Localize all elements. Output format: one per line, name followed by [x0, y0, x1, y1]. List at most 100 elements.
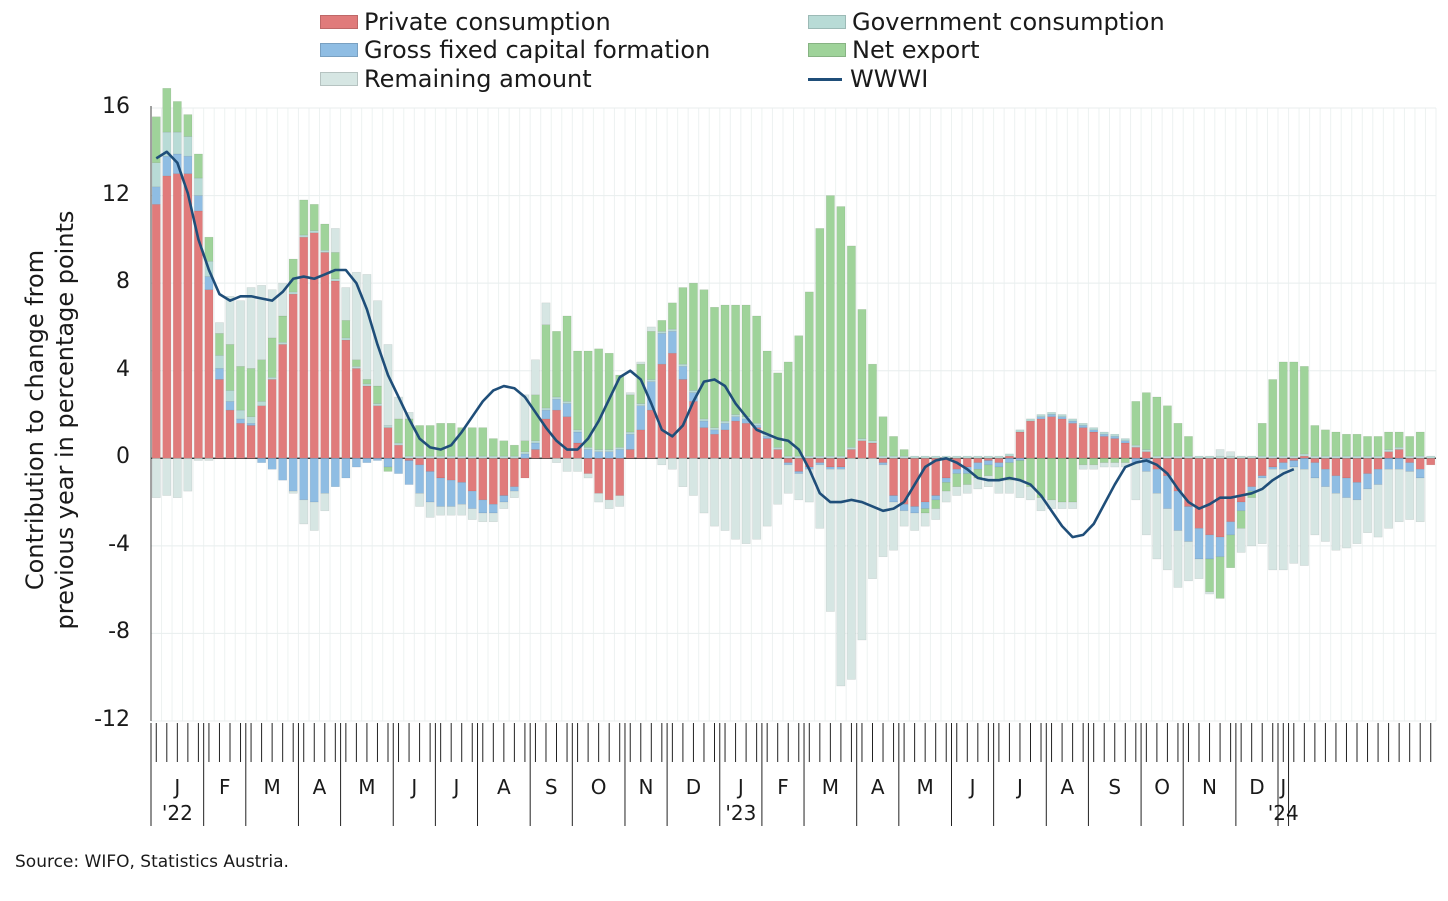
month-label: J [174, 775, 181, 799]
month-label: J [453, 775, 460, 799]
bar-private-consumption-0 [151, 204, 161, 459]
bar-gross-fixed-capital-formation-46 [636, 405, 646, 431]
bar-gross-fixed-capital-formation-88 [1078, 425, 1088, 428]
bar-net-export-96 [1163, 405, 1172, 457]
bar-remaining-amount-58 [762, 458, 772, 527]
bar-government-consumption-107 [1278, 455, 1288, 459]
bar-remaining-amount-73 [920, 512, 930, 527]
legend-label-net-export: Net export [852, 36, 980, 64]
bar-gross-fixed-capital-formation-65 [836, 466, 846, 470]
bar-gross-fixed-capital-formation-24 [404, 460, 414, 485]
bar-net-export-6 [215, 333, 224, 356]
bar-net-export-52 [699, 289, 709, 420]
bar-net-export-107 [1278, 361, 1288, 457]
bar-remaining-amount-15 [309, 501, 319, 531]
bar-net-export-8 [236, 366, 245, 411]
bar-gross-fixed-capital-formation-84 [1036, 416, 1046, 420]
bar-gross-fixed-capital-formation-64 [826, 466, 835, 470]
bar-net-export-61 [794, 335, 804, 457]
bar-government-consumption-12 [278, 342, 288, 345]
bar-net-export-33 [499, 440, 509, 457]
bar-remaining-amount-87 [1068, 501, 1077, 509]
bar-private-consumption-81 [1005, 455, 1014, 459]
month-label: O [1154, 775, 1171, 799]
bar-gross-fixed-capital-formation-35 [520, 453, 530, 459]
bar-gross-fixed-capital-formation-7 [225, 401, 235, 411]
bar-remaining-amount-95 [1152, 493, 1162, 560]
bar-remaining-amount-99 [1194, 558, 1204, 579]
month-label: D [1249, 775, 1265, 799]
bar-gross-fixed-capital-formation-37 [541, 409, 551, 420]
bar-government-consumption-71 [899, 455, 909, 459]
bar-government-consumption-103 [1236, 455, 1246, 459]
bar-remaining-amount-91 [1110, 462, 1120, 468]
bar-gross-fixed-capital-formation-30 [467, 490, 477, 509]
bar-private-consumption-84 [1036, 418, 1046, 459]
bar-gross-fixed-capital-formation-13 [288, 458, 298, 492]
bar-gross-fixed-capital-formation-113 [1342, 477, 1351, 498]
bar-net-export-57 [752, 315, 762, 424]
bar-private-consumption-118 [1394, 449, 1404, 459]
bar-private-consumption-53 [710, 433, 719, 459]
bar-gross-fixed-capital-formation-99 [1194, 528, 1204, 560]
bar-government-consumption-92 [1120, 438, 1130, 442]
bar-private-consumption-23 [394, 444, 403, 459]
bar-gross-fixed-capital-formation-45 [625, 433, 635, 450]
bar-gross-fixed-capital-formation-26 [425, 471, 435, 503]
bar-government-consumption-86 [1057, 414, 1067, 417]
bar-private-consumption-68 [868, 442, 877, 459]
bar-private-consumption-88 [1078, 427, 1088, 459]
bar-net-export-41 [583, 350, 593, 448]
bar-government-consumption-22 [383, 425, 393, 428]
bar-government-consumption-62 [804, 455, 814, 459]
month-label: J [969, 775, 976, 799]
bar-remaining-amount-93 [1131, 462, 1141, 501]
bar-private-consumption-49 [668, 352, 677, 459]
bar-private-consumption-16 [320, 252, 330, 459]
bar-government-consumption-35 [520, 451, 530, 455]
bar-government-consumption-7 [225, 390, 235, 402]
month-label: O [590, 775, 607, 799]
bar-government-consumption-43 [604, 449, 614, 452]
bar-government-consumption-51 [689, 390, 698, 393]
bar-gross-fixed-capital-formation-15 [309, 458, 319, 503]
bar-government-consumption-9 [246, 416, 256, 424]
bar-remaining-amount-111 [1321, 486, 1330, 542]
bar-net-export-53 [710, 306, 719, 428]
bar-government-consumption-105 [1257, 455, 1267, 459]
bar-remaining-amount-110 [1310, 477, 1320, 536]
bar-gross-fixed-capital-formation-42 [594, 451, 604, 459]
bar-private-consumption-14 [299, 236, 309, 459]
bar-net-export-73 [920, 508, 930, 514]
bar-government-consumption-67 [857, 438, 867, 442]
bar-government-consumption-113 [1342, 455, 1351, 459]
bar-private-consumption-38 [552, 409, 561, 459]
bar-government-consumption-76 [952, 455, 962, 459]
bar-net-export-10 [257, 359, 266, 402]
bar-gross-fixed-capital-formation-104 [1247, 486, 1257, 492]
bar-gross-fixed-capital-formation-69 [878, 462, 888, 466]
legend-label-private-consumption: Private consumption [364, 8, 611, 36]
bar-remaining-amount-49 [668, 458, 677, 470]
bar-remaining-amount-75 [941, 490, 951, 503]
bar-net-export-103 [1236, 510, 1246, 529]
bar-government-consumption-42 [594, 449, 604, 452]
bar-gross-fixed-capital-formation-109 [1299, 458, 1309, 470]
bar-net-export-93 [1131, 401, 1141, 446]
bar-remaining-amount-116 [1373, 484, 1383, 538]
bar-remaining-amount-108 [1289, 466, 1299, 564]
bar-government-consumption-59 [773, 447, 783, 450]
bar-private-consumption-91 [1110, 438, 1120, 459]
bar-private-consumption-17 [330, 280, 340, 459]
bar-net-export-74 [931, 499, 941, 509]
bar-remaining-amount-117 [1384, 468, 1393, 529]
bar-remaining-amount-102 [1226, 451, 1235, 457]
month-label: J [1280, 775, 1287, 799]
bar-gross-fixed-capital-formation-36 [531, 442, 540, 450]
y-tick-label: 12 [102, 181, 130, 207]
bar-net-export-113 [1342, 433, 1351, 457]
bar-government-consumption-20 [362, 383, 372, 387]
bar-net-export-50 [678, 287, 688, 365]
bar-government-consumption-49 [668, 328, 677, 332]
bar-private-consumption-100 [1205, 458, 1214, 536]
